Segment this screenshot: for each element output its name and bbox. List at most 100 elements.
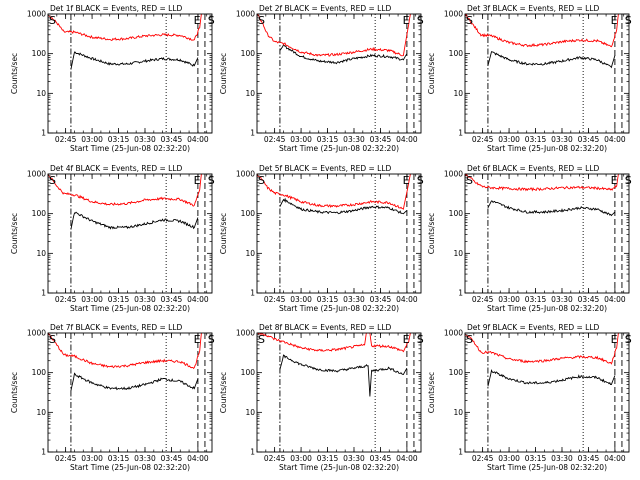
event-marker-label: E <box>194 14 201 27</box>
x-tick-label: 03:15 <box>108 454 130 463</box>
x-tick-label: 04:00 <box>187 295 209 304</box>
event-marker-label: S <box>208 174 215 187</box>
x-tick-label: 02:45 <box>472 135 494 144</box>
y-tick-label: 10 <box>245 89 255 98</box>
y-tick-label: 10 <box>453 89 463 98</box>
x-tick-label: 02:45 <box>55 135 77 144</box>
y-axis-label: Counts/sec <box>10 53 19 94</box>
events-series-line <box>279 197 408 215</box>
x-tick-label: 04:00 <box>396 454 418 463</box>
x-tick-label: 04:00 <box>396 135 418 144</box>
event-marker-label: E <box>403 14 410 27</box>
y-tick-label: 100 <box>241 49 256 58</box>
x-tick-label: 03:30 <box>551 295 573 304</box>
panel-title: Det 8f BLACK = Events, RED = LLD <box>259 323 392 332</box>
y-tick-label: 1000 <box>236 170 255 179</box>
panel-det-1: Det 1f BLACK = Events, RED = LLD 1 10 100 10… <box>10 4 215 153</box>
panel-title: Det 7f BLACK = Events, RED = LLD <box>50 323 183 332</box>
event-marker-label: E <box>403 174 410 187</box>
x-tick-label: 03:30 <box>343 454 365 463</box>
y-axis-label: Counts/sec <box>10 213 19 254</box>
x-tick-label: 03:15 <box>525 135 547 144</box>
x-tick-label: 03:00 <box>498 454 520 463</box>
x-tick-label: 04:00 <box>396 295 418 304</box>
event-marker-label: S <box>258 333 265 346</box>
x-tick-label: 02:45 <box>264 135 286 144</box>
x-tick-label: 03:15 <box>525 295 547 304</box>
x-tick-label: 03:00 <box>81 454 103 463</box>
x-tick-label: 03:45 <box>161 295 183 304</box>
x-axis-label: Start Time (25-Jun-08 02:32:20) <box>279 144 399 153</box>
lld-series-line <box>257 14 411 57</box>
event-marker-label: E <box>403 333 410 346</box>
panel-title: Det 6f BLACK = Events, RED = LLD <box>467 164 600 173</box>
event-marker-label: S <box>417 14 424 27</box>
x-tick-label: 03:15 <box>525 454 547 463</box>
y-tick-label: 100 <box>449 209 464 218</box>
y-tick-label: 1 <box>250 129 255 138</box>
x-tick-label: 03:15 <box>317 135 339 144</box>
y-tick-label: 100 <box>32 368 47 377</box>
y-tick-label: 1 <box>41 289 46 298</box>
x-tick-label: 03:45 <box>370 454 392 463</box>
lld-series-line <box>465 333 619 365</box>
event-marker-label: S <box>258 174 265 187</box>
x-axis-label: Start Time (25-Jun-08 02:32:20) <box>487 304 607 313</box>
event-marker-label: S <box>49 174 56 187</box>
panel-det-9: Det 9f BLACK = Events, RED = LLD 1 10 100 10… <box>427 323 632 472</box>
y-axis-label: Counts/sec <box>219 213 228 254</box>
x-tick-label: 03:45 <box>578 295 600 304</box>
lld-series-line <box>465 174 619 192</box>
panel-det-5: Det 5f BLACK = Events, RED = LLD 1 10 100 10… <box>219 164 424 313</box>
y-tick-label: 1000 <box>27 329 46 338</box>
event-marker-label: S <box>208 14 215 27</box>
y-tick-label: 100 <box>241 368 256 377</box>
x-tick-label: 03:00 <box>81 135 103 144</box>
y-tick-label: 1000 <box>27 10 46 19</box>
y-tick-label: 1 <box>41 448 46 457</box>
panel-title: Det 3f BLACK = Events, RED = LLD <box>467 4 600 13</box>
x-axis-label: Start Time (25-Jun-08 02:32:20) <box>279 463 399 472</box>
x-tick-label: 03:15 <box>317 295 339 304</box>
plot-frame <box>47 332 213 453</box>
x-tick-label: 03:45 <box>578 135 600 144</box>
x-axis-label: Start Time (25-Jun-08 02:32:20) <box>70 144 190 153</box>
y-tick-label: 1000 <box>236 10 255 19</box>
x-tick-label: 03:00 <box>290 295 312 304</box>
event-marker-label: S <box>208 333 215 346</box>
y-tick-label: 1 <box>41 129 46 138</box>
panel-det-4: Det 4f BLACK = Events, RED = LLD 1 10 100 10… <box>10 164 215 313</box>
y-tick-label: 1000 <box>236 329 255 338</box>
lld-series-line <box>257 174 411 210</box>
y-tick-label: 1000 <box>444 170 463 179</box>
event-marker-label: S <box>625 174 632 187</box>
lld-series-line <box>48 174 202 207</box>
y-axis-label: Counts/sec <box>219 53 228 94</box>
panel-det-8: Det 8f BLACK = Events, RED = LLD 1 10 100 10… <box>219 323 424 472</box>
y-tick-label: 100 <box>32 49 47 58</box>
event-marker-label: S <box>625 14 632 27</box>
x-tick-label: 04:00 <box>604 454 626 463</box>
x-tick-label: 03:30 <box>343 135 365 144</box>
x-tick-label: 03:15 <box>317 454 339 463</box>
y-axis-label: Counts/sec <box>427 213 436 254</box>
event-marker-label: S <box>49 333 56 346</box>
x-tick-label: 02:45 <box>264 454 286 463</box>
plot-frame <box>256 13 422 134</box>
event-marker-label: S <box>625 333 632 346</box>
x-tick-label: 02:45 <box>55 295 77 304</box>
x-tick-label: 03:30 <box>134 135 156 144</box>
x-tick-label: 03:00 <box>81 295 103 304</box>
y-axis-label: Counts/sec <box>427 372 436 413</box>
x-axis-label: Start Time (25-Jun-08 02:32:20) <box>279 304 399 313</box>
event-marker-label: E <box>611 333 618 346</box>
plot-frame <box>464 13 630 134</box>
x-tick-label: 04:00 <box>187 135 209 144</box>
panel-title: Det 4f BLACK = Events, RED = LLD <box>50 164 183 173</box>
event-marker-label: E <box>194 174 201 187</box>
panel-det-7: Det 7f BLACK = Events, RED = LLD 1 10 100 10… <box>10 323 215 472</box>
events-series-line <box>70 51 199 70</box>
event-marker-label: S <box>466 14 473 27</box>
y-tick-label: 10 <box>453 249 463 258</box>
panel-det-2: Det 2f BLACK = Events, RED = LLD 1 10 100 10… <box>219 4 424 153</box>
